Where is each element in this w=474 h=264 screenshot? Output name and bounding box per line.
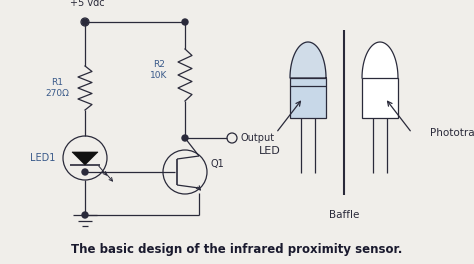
Text: The basic design of the infrared proximity sensor.: The basic design of the infrared proximi… [71,243,403,256]
Text: LED: LED [259,146,281,156]
Polygon shape [362,42,398,78]
Bar [290,78,326,118]
Polygon shape [72,152,98,165]
Text: +5 vdc: +5 vdc [70,0,104,8]
Text: Baffle: Baffle [329,210,359,220]
Circle shape [82,212,88,218]
Polygon shape [290,42,326,78]
Bar [362,78,398,118]
Circle shape [182,19,188,25]
Text: Phototransistor: Phototransistor [430,128,474,138]
Circle shape [182,135,188,141]
Text: R2
10K: R2 10K [150,60,168,80]
Text: LED1: LED1 [29,153,55,163]
Text: Output: Output [241,133,275,143]
Text: R1
270Ω: R1 270Ω [45,78,69,98]
Circle shape [82,19,88,25]
Circle shape [82,169,88,175]
Text: Q1: Q1 [211,159,225,169]
